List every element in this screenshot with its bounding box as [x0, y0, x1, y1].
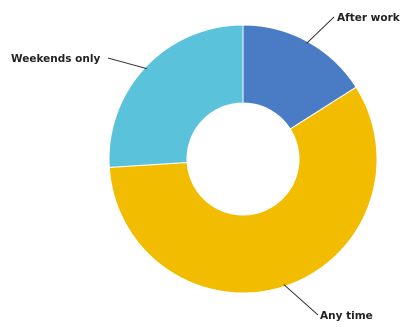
slice-label-after-work: After work [337, 12, 401, 24]
leader-lines [107, 16, 335, 316]
slice-label-any-time: Any time [320, 310, 373, 322]
slice-label-weekends-only: Weekends only [11, 53, 100, 65]
leader-line-any-time [283, 284, 319, 316]
leader-line-after-work [306, 16, 335, 44]
leader-line-weekends-only [107, 57, 147, 70]
slice-any-time [108, 86, 378, 294]
slice-weekends-only [108, 24, 244, 168]
donut-slices [108, 24, 378, 294]
